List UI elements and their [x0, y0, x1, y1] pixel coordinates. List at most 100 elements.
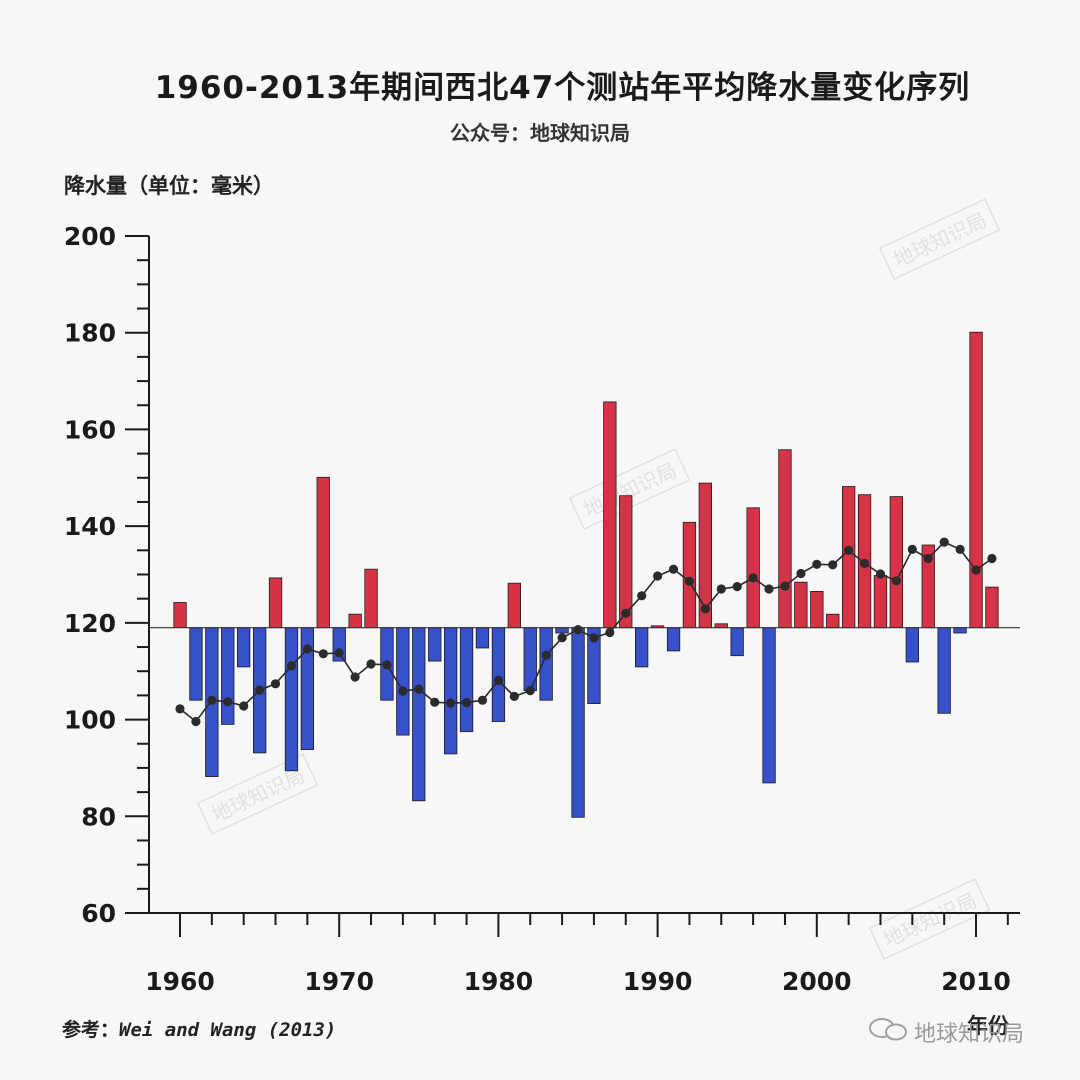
source-reference: Wei and Wang (2013) [119, 1019, 337, 1041]
moving-average-point [446, 698, 456, 708]
bar-below [284, 627, 299, 772]
bar-below [491, 627, 506, 722]
moving-average-point [350, 672, 360, 682]
y-tick-label: 180 [64, 319, 116, 348]
bar-below [443, 627, 458, 755]
moving-average-point [812, 559, 822, 569]
moving-average-point [270, 679, 281, 689]
bar-below [730, 627, 744, 657]
moving-average-point [286, 661, 296, 671]
moving-average-point [637, 591, 647, 601]
moving-average-point [621, 608, 631, 618]
moving-average-point [414, 684, 424, 694]
moving-average-point [493, 675, 503, 686]
bar-below [236, 627, 251, 668]
bar-above [316, 476, 330, 629]
moving-average-point [748, 573, 758, 583]
moving-average-point [430, 697, 440, 707]
bar-above [794, 581, 808, 629]
y-tick-label: 100 [64, 706, 116, 735]
source-note: 参考：Wei and Wang (2013) [62, 1015, 336, 1042]
x-tick-label: 2000 [782, 967, 852, 996]
moving-average-point [175, 704, 185, 714]
moving-average-point [653, 571, 663, 581]
bar-above [173, 602, 187, 629]
moving-average-point [255, 685, 265, 695]
moving-average-point [684, 576, 695, 586]
moving-average-point [860, 558, 870, 569]
moving-average-point [462, 698, 472, 708]
bar-below [953, 627, 967, 634]
moving-average-point [589, 633, 599, 643]
chart-subtitle: 公众号：地球知识局 [450, 121, 630, 145]
moving-average-point [780, 581, 790, 591]
bar-below [459, 627, 474, 733]
moving-average-point [541, 650, 551, 660]
bar-above [889, 496, 903, 629]
bar-above [969, 331, 983, 629]
y-tick-label: 140 [64, 512, 116, 541]
moving-average-point [987, 553, 997, 564]
bar-above [348, 613, 362, 629]
moving-average-point [382, 660, 392, 670]
moving-average-point [557, 633, 567, 643]
moving-average-point [955, 544, 965, 555]
x-tick-label: 1980 [464, 967, 534, 996]
watermark: 地球知识局 [878, 198, 1001, 281]
x-tick-label: 1970 [304, 967, 374, 996]
bar-above [778, 449, 792, 629]
moving-average-point [302, 644, 312, 654]
bar-below [666, 627, 681, 652]
bar-below [412, 627, 426, 802]
bar-below [905, 627, 919, 663]
bar-below [762, 627, 776, 784]
moving-average-point [207, 695, 217, 705]
bar-below [635, 627, 649, 668]
watermark-text: 地球知识局 [880, 888, 981, 952]
moving-average-point [796, 568, 806, 579]
moving-average-point [334, 648, 344, 658]
x-tick-label: 1990 [623, 967, 693, 996]
source-label: 参考： [62, 1019, 120, 1041]
moving-average-point [398, 686, 408, 696]
watermark-text: 地球知识局 [208, 763, 309, 827]
moving-average-point [509, 691, 519, 702]
y-tick-label: 120 [64, 609, 116, 638]
moving-average-line [179, 541, 993, 723]
moving-average-point [223, 697, 233, 707]
y-tick-label: 160 [64, 415, 116, 444]
moving-average-point [573, 625, 583, 635]
moving-average-point [668, 564, 679, 574]
bar-below [428, 627, 442, 662]
moving-average-point [844, 545, 854, 555]
moving-average-point [923, 553, 933, 564]
bar-above [746, 507, 760, 629]
bar-above [268, 577, 283, 629]
x-tick-label: 1960 [145, 967, 215, 996]
moving-average-point [971, 565, 981, 575]
watermark: 地球知识局 [868, 878, 991, 961]
moving-average-point [732, 582, 742, 592]
moving-average-point [891, 576, 902, 586]
y-tick-label: 80 [81, 802, 116, 831]
y-tick-label: 200 [64, 222, 116, 251]
moving-average-point [700, 604, 711, 614]
wechat-icon [869, 1018, 907, 1041]
bar-above [507, 582, 522, 629]
y-axis-label: 降水量（单位：毫米） [64, 174, 274, 198]
bar-above [826, 613, 840, 629]
moving-average-point [605, 627, 615, 638]
watermark-text: 地球知识局 [890, 208, 991, 272]
bar-below [475, 627, 490, 649]
bar-above [364, 568, 378, 629]
y-tick-label: 60 [81, 899, 116, 928]
bar-above [985, 586, 999, 629]
bar-below [221, 627, 235, 725]
moving-average-point [939, 537, 949, 547]
moving-average-point [191, 716, 201, 727]
bar-below [396, 627, 410, 736]
chart-title: 1960-2013年期间西北47个测站年平均降水量变化序列 [154, 70, 971, 106]
moving-average-point [828, 560, 838, 570]
moving-average-point [875, 569, 886, 579]
